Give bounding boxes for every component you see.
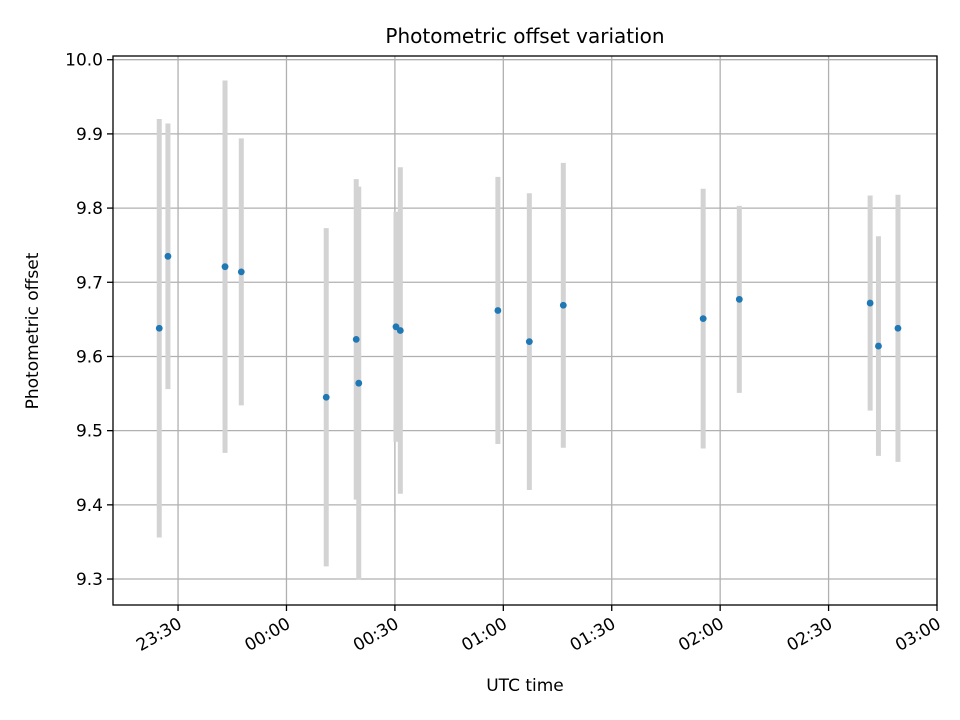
data-point: [699, 315, 707, 323]
data-point: [237, 268, 245, 276]
data-point: [875, 342, 882, 350]
data-point: [322, 393, 330, 401]
data-point: [525, 338, 533, 346]
y-tick-label: 9.5: [76, 422, 103, 442]
y-tick-label: 10.0: [65, 51, 103, 71]
data-point: [155, 324, 163, 332]
y-tick-label: 9.8: [76, 199, 103, 219]
data-point: [355, 379, 363, 387]
data-point: [494, 307, 502, 314]
y-tick-label: 9.4: [76, 496, 103, 516]
data-point: [866, 299, 874, 307]
data-point: [396, 327, 404, 334]
plot-frame: [112, 55, 938, 606]
data-point: [894, 324, 902, 332]
data-point: [735, 295, 743, 303]
data-point: [164, 252, 172, 260]
x-axis-label: UTC time: [486, 676, 564, 696]
y-axis-ticks: 9.3 9.4 9.5 9.6 9.7 9.8 9.9 10.0: [65, 51, 113, 590]
data-point: [221, 263, 229, 271]
chart-title: Photometric offset variation: [385, 24, 664, 48]
y-tick-label: 9.7: [76, 273, 103, 293]
y-tick-label: 9.9: [76, 125, 103, 145]
y-tick-label: 9.6: [76, 347, 103, 367]
y-tick-label: 9.3: [76, 570, 103, 590]
grid: [113, 56, 938, 605]
data-point: [559, 301, 567, 309]
data-points: [155, 252, 902, 401]
y-axis-label: Photometric offset: [23, 252, 43, 409]
data-point: [352, 336, 360, 343]
